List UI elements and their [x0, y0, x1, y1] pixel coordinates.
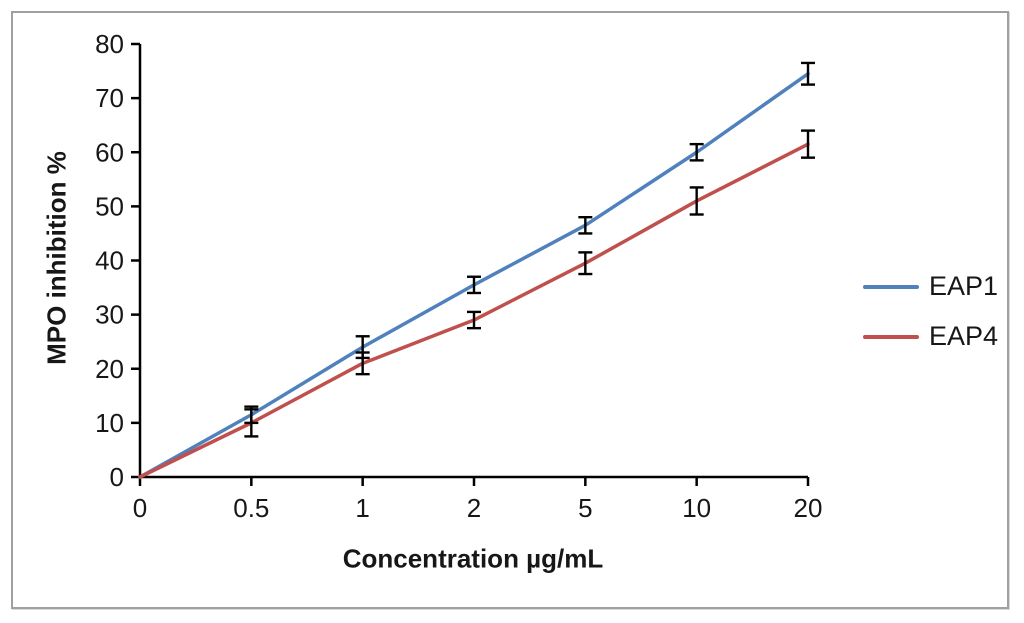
series-line-eap4: [138, 142, 810, 479]
x-tick-label: 0: [133, 493, 147, 523]
legend-item-eap4: EAP4: [863, 320, 998, 353]
x-tick-label: 0.5: [233, 493, 269, 523]
legend-swatch-eap4: [863, 334, 919, 339]
x-tick-label: 20: [794, 493, 823, 523]
x-tick-label: 1: [355, 493, 369, 523]
y-tick-label: 0: [110, 462, 124, 492]
legend: EAP1 EAP4: [863, 270, 998, 353]
legend-label-eap1: EAP1: [929, 271, 999, 301]
x-tick-label: 5: [578, 493, 592, 523]
legend-swatch-eap1: [863, 284, 919, 289]
y-tick-label: 20: [95, 354, 124, 384]
y-tick-label: 10: [95, 408, 124, 438]
legend-item-eap1: EAP1: [863, 270, 998, 303]
x-tick-label: 2: [467, 493, 481, 523]
y-tick-label: 60: [95, 137, 124, 167]
y-tick-label: 40: [95, 246, 124, 276]
legend-label-eap4: EAP4: [929, 321, 999, 351]
chart-outer-frame: [11, 11, 1009, 609]
y-tick-label: 50: [95, 191, 124, 221]
y-axis-title: MPO inhibition %: [41, 151, 72, 365]
y-tick-label: 30: [95, 300, 124, 330]
x-axis-title: Concentration µg/mL: [342, 543, 604, 574]
y-tick-label: 80: [95, 29, 124, 59]
y-tick-label: 70: [95, 83, 124, 113]
series-line-eap1: [138, 72, 810, 479]
x-tick-label: 10: [682, 493, 711, 523]
